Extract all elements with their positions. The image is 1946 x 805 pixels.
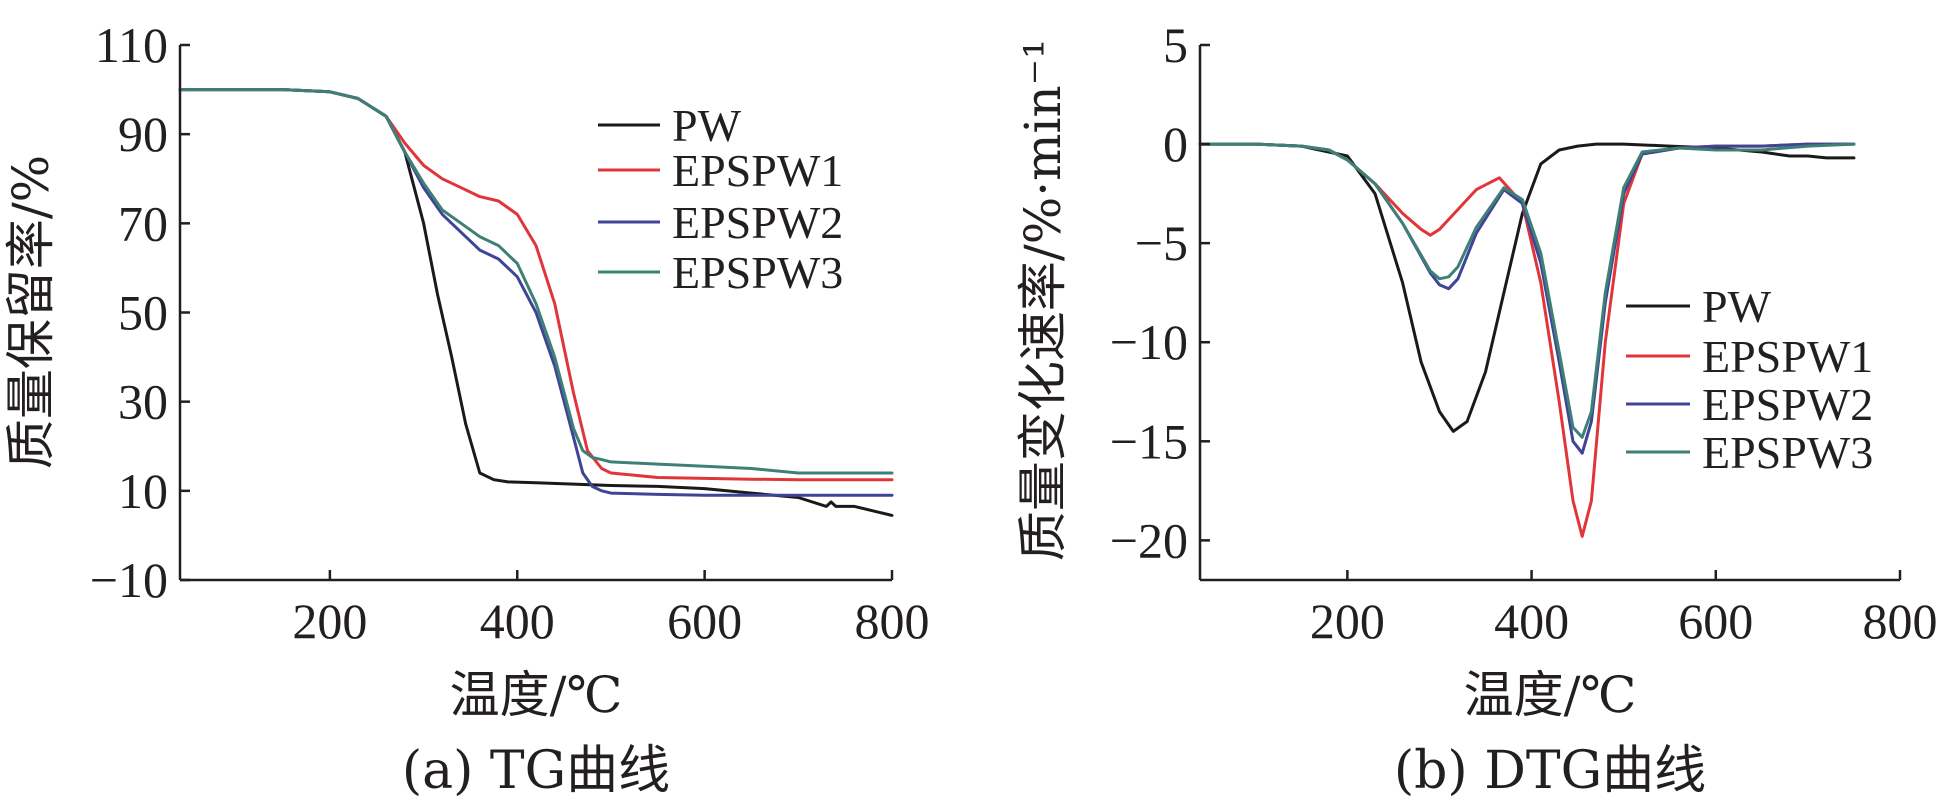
tg-y-tick-label: 50 [118,285,168,341]
dtg-legend-pw: PW [1702,281,1772,332]
dtg-legend: PW EPSPW1 EPSPW2 EPSPW3 [1626,281,1873,478]
tg-legend-epspw1: EPSPW1 [672,145,843,196]
tg-legend-pw: PW [672,100,742,151]
dtg-x-axis-title: 温度/℃ [1464,666,1637,724]
dtg-y-tick-label: −10 [1110,314,1188,370]
tg-y-tick-label: −10 [90,552,168,608]
dtg-y-tick-label: 0 [1163,116,1188,172]
dtg-legend-epspw3: EPSPW3 [1702,427,1873,478]
tg-plot-area [178,88,894,517]
dtg-y-tick-label: −5 [1135,215,1188,271]
tg-y-axis-title: 质量保留率/% [2,155,60,469]
dtg-caption: (b) DTG曲线 [1394,741,1706,801]
dtg-series-pw [1198,142,1856,433]
dtg-x-tick-label: 800 [1863,593,1938,649]
dtg-ticks: 200 400 600 800 5 0 −5 −10 −15 −20 [1110,17,1938,649]
tg-legend-epspw3: EPSPW3 [672,247,843,298]
tg-x-axis-title: 温度/℃ [450,666,623,724]
tg-x-tick-label: 400 [480,593,555,649]
dtg-x-tick-label: 200 [1310,593,1385,649]
tg-x-tick-label: 600 [667,593,742,649]
dtg-y-axis-title: 质量变化速率/%·min⁻¹ [1014,39,1072,561]
dtg-x-tick-label: 600 [1678,593,1753,649]
dtg-legend-epspw2: EPSPW2 [1702,379,1873,430]
tg-x-tick-label: 800 [855,593,930,649]
tg-y-tick-label: 30 [118,374,168,430]
tg-series-epspw3 [178,88,894,475]
tg-chart-panel: 200 400 600 800 110 90 70 50 30 10 −10 PW EPSPW1 E… [2,17,930,801]
tg-y-tick-label: 110 [95,17,168,73]
tg-y-tick-label: 10 [118,463,168,519]
dtg-y-tick-label: 5 [1163,17,1188,73]
dtg-y-tick-label: −15 [1110,413,1188,469]
tg-ticks: 200 400 600 800 110 90 70 50 30 10 −10 [90,17,930,649]
tg-y-tick-label: 70 [118,195,168,251]
dtg-x-tick-label: 400 [1494,593,1569,649]
tg-legend: PW EPSPW1 EPSPW2 EPSPW3 [598,100,843,298]
dtg-plot-area [1198,142,1856,538]
dtg-legend-epspw1: EPSPW1 [1702,331,1873,382]
tg-x-tick-label: 200 [292,593,367,649]
tg-y-tick-label: 90 [118,106,168,162]
dtg-y-tick-label: −20 [1110,512,1188,568]
dtg-chart-panel: 200 400 600 800 5 0 −5 −10 −15 −20 PW EPSPW1 EPSP… [1014,17,1938,801]
tg-legend-epspw2: EPSPW2 [672,197,843,248]
dtg-series-epspw3 [1198,142,1856,439]
tg-caption: (a) TG曲线 [402,741,670,801]
